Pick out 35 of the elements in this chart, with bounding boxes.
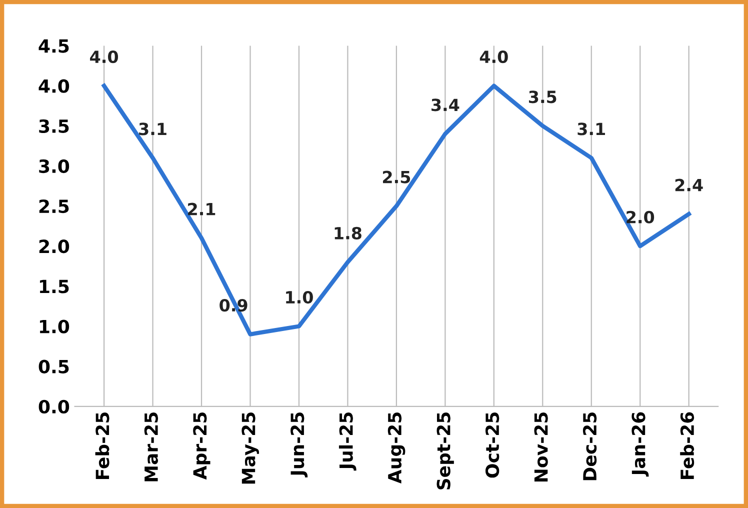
x-tick-label: Mar-25 [144, 412, 158, 482]
y-tick-label: 2.0 [39, 240, 70, 254]
x-tick-label: Sept-25 [436, 412, 454, 490]
data-label: 3.1 [139, 122, 166, 136]
y-tick-label: 0.5 [38, 360, 69, 374]
x-tick-label: Dec-25 [582, 412, 597, 480]
data-label: 3.4 [432, 98, 460, 112]
x-tick-label: Nov-25 [534, 412, 548, 482]
x-tick-label: Jan-26 [632, 412, 649, 477]
data-label: 1.0 [286, 290, 313, 304]
data-label: 4.0 [90, 50, 118, 64]
data-label: 3.1 [578, 122, 605, 136]
data-label: 2.0 [626, 210, 654, 224]
x-tick-label: Aug-25 [388, 412, 406, 484]
y-tick-label: 0.0 [38, 400, 70, 414]
x-tick-label: Oct-25 [485, 412, 500, 478]
data-label: 3.5 [528, 90, 556, 104]
data-label: 1.8 [334, 226, 362, 240]
data-label: 4.0 [480, 50, 508, 64]
x-tick-label: May-25 [242, 412, 259, 484]
data-label: 2.5 [382, 170, 410, 184]
y-tick-label: 4.5 [38, 39, 69, 53]
x-tick-label: Feb-26 [680, 412, 694, 480]
x-tick-label: Jul-25 [338, 412, 356, 471]
y-tick-label: 3.5 [39, 119, 69, 133]
y-tick-label: 3.0 [39, 159, 70, 174]
x-tick-label: Jun-25 [290, 412, 308, 478]
y-tick-label: 4.0 [38, 79, 70, 93]
data-label: 2.1 [188, 202, 216, 216]
y-tick-label: 1.0 [40, 320, 70, 334]
x-tick-label: Feb-25 [95, 412, 110, 480]
y-tick-label: 2.5 [39, 199, 69, 214]
y-tick-label: 1.5 [40, 280, 69, 294]
data-label: 2.4 [675, 178, 703, 192]
x-tick-label: Apr-25 [193, 412, 210, 480]
